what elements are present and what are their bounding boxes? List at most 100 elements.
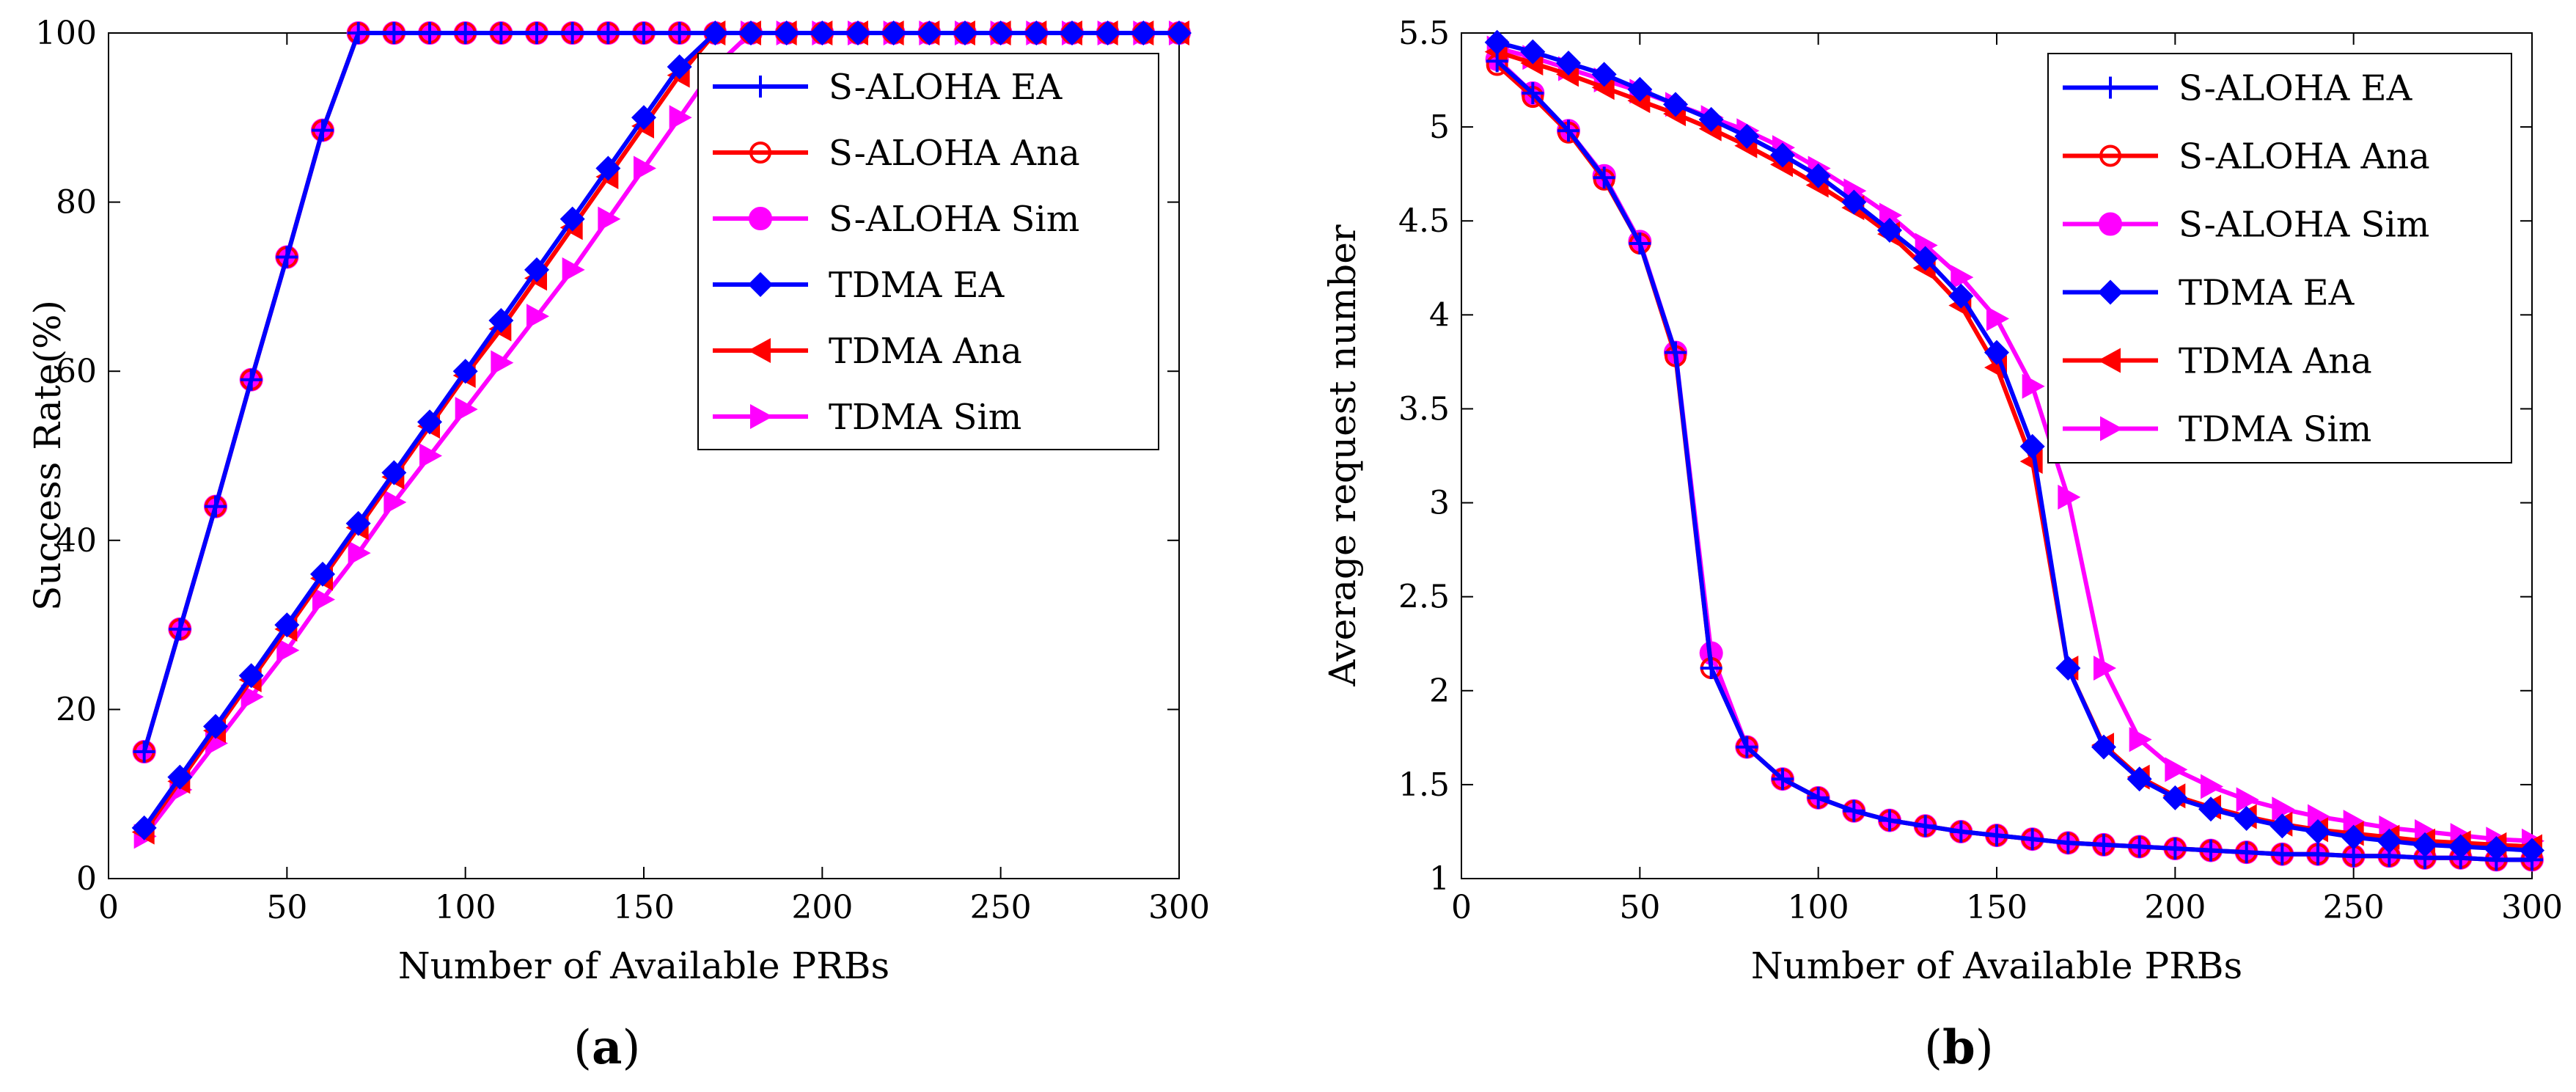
data-point <box>1986 824 2008 847</box>
data-point <box>1629 232 1651 254</box>
data-point <box>1879 202 1902 228</box>
data-point <box>2164 838 2187 860</box>
data-point <box>738 21 763 45</box>
data-point <box>597 22 620 44</box>
data-point <box>1986 306 2009 331</box>
data-point <box>2162 785 2188 810</box>
data-point <box>383 22 406 44</box>
data-point <box>2377 828 2402 854</box>
data-point <box>2307 843 2329 865</box>
data-point <box>1665 341 1687 364</box>
x-tick-label-b: 150 <box>1966 889 2028 926</box>
data-point <box>2271 843 2294 865</box>
data-point <box>2343 810 2366 835</box>
legend-label: TDMA EA <box>2179 273 2355 314</box>
legend-item: S-ALOHA Ana <box>2063 136 2430 177</box>
data-point <box>634 155 656 181</box>
data-point <box>203 714 228 739</box>
data-point <box>131 815 157 840</box>
x-tick-label-a: 150 <box>613 889 675 926</box>
data-point <box>845 21 870 45</box>
legend-item: TDMA Sim <box>2063 409 2371 450</box>
y-tick-label-b: 1.5 <box>1398 766 1450 804</box>
data-point <box>524 257 549 282</box>
data-point <box>1557 120 1579 142</box>
data-point <box>2091 734 2116 760</box>
y-tick-label-a: 100 <box>35 15 97 52</box>
data-point <box>2022 373 2045 399</box>
x-tick-label-a: 300 <box>1148 889 1210 926</box>
data-point <box>169 618 191 640</box>
data-point <box>274 612 300 638</box>
legend-label: TDMA EA <box>829 265 1005 306</box>
data-point <box>454 22 477 44</box>
legend-marker <box>2099 212 2122 236</box>
x-tick-label-a: 100 <box>435 889 496 926</box>
data-point <box>669 105 692 131</box>
series-layer-b <box>1484 29 2544 872</box>
data-point <box>2128 835 2151 858</box>
data-point <box>345 510 371 536</box>
legend-label: S-ALOHA EA <box>829 67 1063 108</box>
panel-label-a: (a) <box>573 1020 640 1075</box>
legend-label: S-ALOHA Sim <box>829 199 1079 240</box>
data-point <box>1698 106 1724 132</box>
data-point <box>2198 796 2223 822</box>
data-point <box>1841 189 1867 215</box>
legend-a: S-ALOHA EA S-ALOHA Ana S-ALOHA Sim TDMA EA T… <box>697 53 1159 450</box>
data-point <box>1520 39 1546 65</box>
data-point <box>1700 657 1722 680</box>
legend-item: TDMA EA <box>713 265 1005 306</box>
data-point <box>2127 766 2152 792</box>
data-point <box>1024 21 1049 45</box>
data-point <box>419 443 442 469</box>
data-point <box>526 22 548 44</box>
data-point <box>1522 81 1544 104</box>
y-tick-label-b: 4.5 <box>1398 202 1450 240</box>
x-tick-label-b: 0 <box>1451 889 1472 926</box>
data-point <box>595 155 621 181</box>
legend-item: S-ALOHA EA <box>2063 68 2413 109</box>
legend-marker <box>750 404 773 429</box>
legend-label: TDMA Ana <box>2179 341 2372 382</box>
data-point <box>2236 787 2259 813</box>
x-tick-label-b: 200 <box>2144 889 2206 926</box>
legend-item: TDMA Sim <box>713 397 1021 438</box>
data-point <box>2201 774 2223 799</box>
data-point <box>452 359 478 384</box>
data-point <box>2235 841 2258 864</box>
legend-marker <box>749 142 771 164</box>
data-point <box>1948 283 1974 309</box>
legend-marker <box>2098 348 2121 373</box>
x-tick-label-b: 250 <box>2323 889 2385 926</box>
data-point <box>2341 824 2366 850</box>
legend-marker <box>749 76 771 98</box>
data-point <box>348 540 371 566</box>
legend-item: S-ALOHA Sim <box>713 199 1079 240</box>
data-point <box>988 21 1013 45</box>
data-point <box>667 54 692 80</box>
data-point <box>2269 813 2295 839</box>
chart-panel-b: 0 50 100 150 200 250 300 1 1.5 2 2.5 3 3.5 4 4.5 5 5.5 N… <box>1321 15 2563 1075</box>
data-point <box>2057 832 2080 854</box>
legend-marker <box>2098 279 2123 305</box>
tick-layer-a: 0 50 100 150 200 250 300 0 20 40 60 80 100 <box>35 15 1210 926</box>
legend-item: TDMA Ana <box>2063 341 2372 382</box>
legend-marker <box>2099 144 2121 167</box>
data-point <box>488 308 514 334</box>
data-point <box>240 368 263 391</box>
data-point <box>2412 832 2437 857</box>
data-point <box>2021 828 2044 851</box>
y-tick-label-a: 20 <box>56 691 97 728</box>
data-point <box>1556 50 1581 76</box>
y-tick-label-a: 60 <box>56 353 97 390</box>
data-point <box>381 460 407 485</box>
y-axis-title-b: Average request number <box>1321 224 1364 686</box>
data-point <box>310 561 335 587</box>
legend-box <box>2047 53 2512 463</box>
data-point <box>1736 736 1758 758</box>
y-tick-label-a: 80 <box>56 184 97 221</box>
data-point <box>598 206 621 232</box>
data-point <box>2305 818 2330 844</box>
